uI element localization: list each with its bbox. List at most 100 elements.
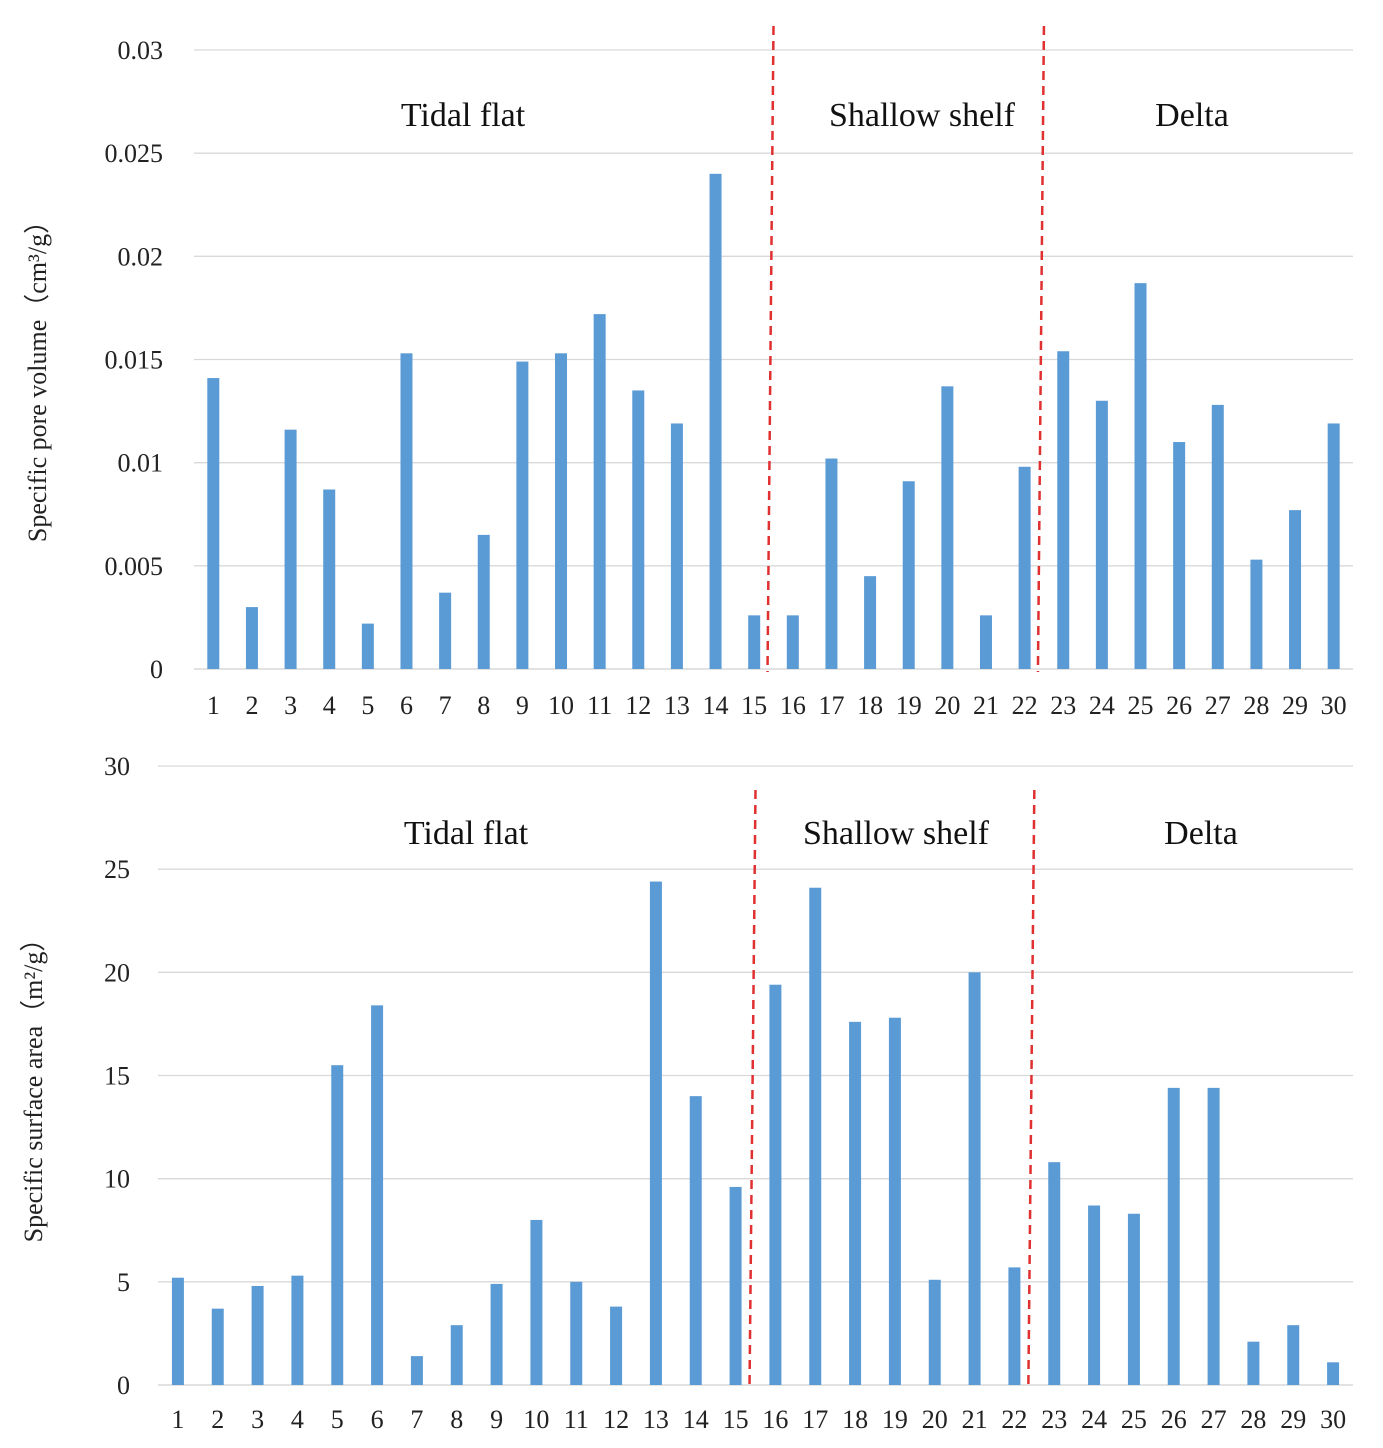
x-tick-label: 25 <box>1121 1405 1147 1434</box>
x-tick-label: 17 <box>802 1405 828 1434</box>
bar-17 <box>809 887 822 1385</box>
bar-4 <box>323 489 336 669</box>
bar-12 <box>610 1306 623 1385</box>
bar-11 <box>593 314 606 669</box>
y-axis-label: Specific pore volume（cm³/g） <box>23 208 52 542</box>
region-divider-1 <box>766 25 775 673</box>
x-tick-label: 25 <box>1128 691 1154 720</box>
y-tick-label: 0.02 <box>118 242 164 271</box>
x-tick-label: 10 <box>523 1405 549 1434</box>
region-divider-2 <box>1036 25 1046 673</box>
y-axis-title: Specific pore volume <box>23 320 52 542</box>
x-tick-label: 27 <box>1201 1405 1227 1434</box>
bar-12 <box>632 390 645 669</box>
region-dividers <box>766 25 1046 673</box>
bar-15 <box>729 1186 742 1385</box>
x-tick-label: 15 <box>723 1405 749 1434</box>
bar-24 <box>1088 1205 1101 1385</box>
y-tick-label: 20 <box>104 958 130 987</box>
x-tick-label: 22 <box>1001 1405 1027 1434</box>
y-tick-labels: 0 5 10 15 20 25 30 <box>104 752 130 1400</box>
region-labels: Tidal flat Shallow shelf Delta <box>404 815 1238 852</box>
x-tick-label: 9 <box>490 1405 503 1434</box>
bar-22 <box>1008 1267 1021 1385</box>
x-tick-label: 12 <box>625 691 651 720</box>
x-tick-label: 3 <box>284 691 297 720</box>
x-tick-label: 14 <box>683 1405 709 1434</box>
bars <box>171 881 1340 1385</box>
bar-5 <box>361 623 374 669</box>
x-tick-label: 24 <box>1081 1405 1107 1434</box>
x-tick-label: 2 <box>245 691 258 720</box>
x-tick-label: 21 <box>973 691 999 720</box>
x-tick-label: 5 <box>331 1405 344 1434</box>
svg-text:Specific pore volume（cm³/g）: Specific pore volume（cm³/g） <box>23 208 52 542</box>
x-tick-label: 30 <box>1321 691 1347 720</box>
x-tick-label: 15 <box>741 691 767 720</box>
x-tick-label: 3 <box>251 1405 264 1434</box>
region-labels: Tidal flat Shallow shelf Delta <box>401 97 1229 134</box>
y-tick-labels: 0 0.005 0.01 0.015 0.02 0.025 0.03 <box>105 36 164 684</box>
bar-23 <box>1048 1162 1061 1385</box>
bar-5 <box>331 1065 344 1385</box>
region-label: Shallow shelf <box>829 97 1016 134</box>
x-tick-label: 24 <box>1089 691 1115 720</box>
x-tick-label: 30 <box>1320 1405 1346 1434</box>
y-axis-title: Specific surface area <box>19 1025 48 1242</box>
bar-18 <box>864 576 877 669</box>
svg-text:Specific surface area（m²/g）: Specific surface area（m²/g） <box>19 926 48 1243</box>
x-tick-label: 12 <box>603 1405 629 1434</box>
x-tick-label: 28 <box>1243 691 1269 720</box>
x-tick-label: 21 <box>962 1405 988 1434</box>
x-tick-label: 19 <box>882 1405 908 1434</box>
y-tick-label: 10 <box>104 1165 130 1194</box>
x-tick-label: 16 <box>780 691 806 720</box>
bar-21 <box>979 615 992 669</box>
x-tick-label: 2 <box>211 1405 224 1434</box>
y-tick-label: 5 <box>117 1268 130 1297</box>
bar-1 <box>207 378 220 669</box>
bar-1 <box>171 1277 184 1385</box>
x-tick-label: 26 <box>1166 691 1192 720</box>
bar-21 <box>968 972 981 1385</box>
x-tick-labels: 1 2 3 4 5 6 7 8 9 10 11 12 13 14 15 16 17 18 19 20 21 22 23 24 2… <box>207 691 1347 720</box>
x-tick-label: 6 <box>400 691 413 720</box>
y-tick-label: 0 <box>117 1371 130 1400</box>
bar-19 <box>902 481 915 669</box>
bar-10 <box>530 1219 543 1385</box>
bar-16 <box>769 984 782 1385</box>
bar-28 <box>1250 559 1263 669</box>
bar-27 <box>1211 404 1224 669</box>
x-tick-label: 23 <box>1050 691 1076 720</box>
y-axis-label: Specific surface area（m²/g） <box>19 926 48 1243</box>
bar-18 <box>849 1021 862 1385</box>
bar-13 <box>670 423 683 669</box>
x-tick-label: 1 <box>207 691 220 720</box>
x-tick-label: 28 <box>1240 1405 1266 1434</box>
bar-22 <box>1018 466 1031 669</box>
y-tick-label: 0 <box>150 655 163 684</box>
bar-3 <box>251 1285 264 1385</box>
x-tick-label: 8 <box>477 691 490 720</box>
x-tick-label: 13 <box>664 691 690 720</box>
bars <box>207 173 1340 670</box>
x-tick-label: 4 <box>323 691 336 720</box>
y-tick-label: 0.005 <box>105 552 164 581</box>
region-dividers <box>748 789 1036 1389</box>
bar-25 <box>1134 283 1147 669</box>
bar-29 <box>1287 1325 1300 1385</box>
bar-14 <box>689 1096 702 1385</box>
bar-28 <box>1247 1341 1260 1385</box>
bar-26 <box>1173 442 1186 669</box>
bar-30 <box>1327 423 1340 669</box>
y-tick-label: 15 <box>104 1062 130 1091</box>
x-tick-label: 19 <box>896 691 922 720</box>
bar-26 <box>1167 1087 1180 1385</box>
bar-20 <box>928 1279 941 1385</box>
y-axis-unit: （cm³/g） <box>23 208 52 320</box>
x-tick-label: 23 <box>1041 1405 1067 1434</box>
bar-8 <box>450 1325 463 1385</box>
bar-30 <box>1327 1362 1340 1385</box>
bar-7 <box>439 592 452 669</box>
bar-19 <box>888 1017 901 1385</box>
